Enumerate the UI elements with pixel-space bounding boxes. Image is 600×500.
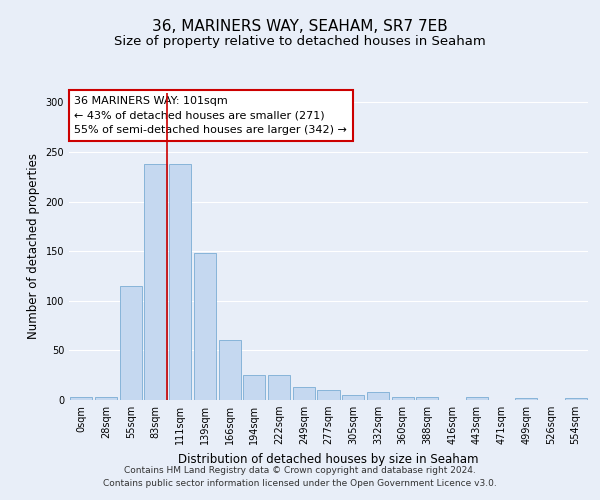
Bar — [119, 286, 142, 400]
Bar — [515, 398, 538, 400]
Bar — [70, 397, 92, 400]
Text: Size of property relative to detached houses in Seaham: Size of property relative to detached ho… — [114, 35, 486, 48]
Bar — [317, 390, 340, 400]
Bar — [293, 387, 315, 400]
Bar — [243, 375, 265, 400]
Bar — [169, 164, 191, 400]
Text: 36 MARINERS WAY: 101sqm
← 43% of detached houses are smaller (271)
55% of semi-d: 36 MARINERS WAY: 101sqm ← 43% of detache… — [74, 96, 347, 135]
Bar — [416, 397, 439, 400]
Bar — [145, 164, 167, 400]
Bar — [367, 392, 389, 400]
Bar — [392, 397, 414, 400]
Bar — [268, 375, 290, 400]
Text: Contains HM Land Registry data © Crown copyright and database right 2024.
Contai: Contains HM Land Registry data © Crown c… — [103, 466, 497, 487]
Bar — [218, 340, 241, 400]
Bar — [466, 397, 488, 400]
Text: 36, MARINERS WAY, SEAHAM, SR7 7EB: 36, MARINERS WAY, SEAHAM, SR7 7EB — [152, 19, 448, 34]
Bar — [565, 398, 587, 400]
Bar — [342, 395, 364, 400]
Bar — [95, 397, 117, 400]
Bar — [194, 253, 216, 400]
Y-axis label: Number of detached properties: Number of detached properties — [27, 153, 40, 339]
X-axis label: Distribution of detached houses by size in Seaham: Distribution of detached houses by size … — [178, 452, 479, 466]
